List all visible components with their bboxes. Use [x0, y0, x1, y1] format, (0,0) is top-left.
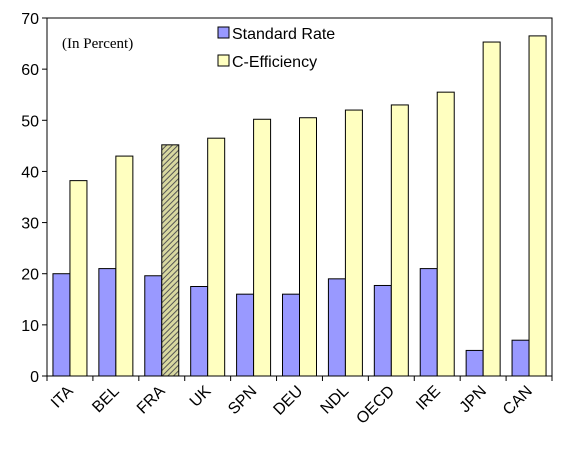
bar	[299, 117, 317, 377]
y-tick-label: 0	[30, 369, 39, 386]
y-tick-label: 60	[21, 62, 39, 79]
bar	[344, 109, 363, 377]
x-tick-label: BEL	[89, 383, 122, 416]
bar	[436, 91, 455, 377]
bar	[482, 41, 501, 377]
bar	[528, 35, 547, 377]
y-tick-label: 10	[21, 318, 39, 335]
x-tick-label: JPN	[457, 383, 490, 416]
bar	[207, 137, 226, 377]
bar	[190, 286, 209, 377]
bar	[69, 180, 88, 377]
x-tick-label: OECD	[353, 383, 398, 428]
bar	[373, 284, 392, 377]
bar	[253, 118, 272, 377]
legend-label: C-Efficiency	[232, 54, 317, 71]
y-tick-label: 70	[21, 11, 39, 28]
legend-label: Standard Rate	[232, 26, 335, 43]
y-tick-label: 20	[21, 267, 39, 284]
bar	[144, 275, 163, 377]
legend-swatch	[217, 54, 230, 67]
x-tick-label: UK	[187, 383, 215, 411]
bar	[282, 293, 300, 377]
x-tick-label: IRE	[413, 383, 444, 414]
x-tick-label: ITA	[48, 383, 77, 412]
x-tick-label: SPN	[225, 383, 260, 418]
bar	[98, 268, 117, 377]
bar	[390, 104, 409, 377]
bar	[161, 144, 180, 377]
x-tick-label: NDL	[318, 383, 353, 418]
y-tick-label: 30	[21, 216, 39, 233]
x-tick-label: FRA	[134, 383, 169, 418]
bar	[511, 339, 530, 377]
bar	[236, 293, 255, 377]
bar	[115, 155, 134, 377]
bar	[419, 268, 438, 377]
bar	[327, 278, 346, 377]
bar	[465, 349, 484, 377]
legend-swatch	[217, 26, 230, 39]
bar	[52, 273, 71, 377]
y-tick-label: 50	[21, 113, 39, 130]
x-tick-label: DEU	[270, 383, 306, 419]
annotation: (In Percent)	[62, 36, 133, 52]
x-tick-label: CAN	[500, 383, 536, 419]
y-tick-label: 40	[21, 164, 39, 181]
